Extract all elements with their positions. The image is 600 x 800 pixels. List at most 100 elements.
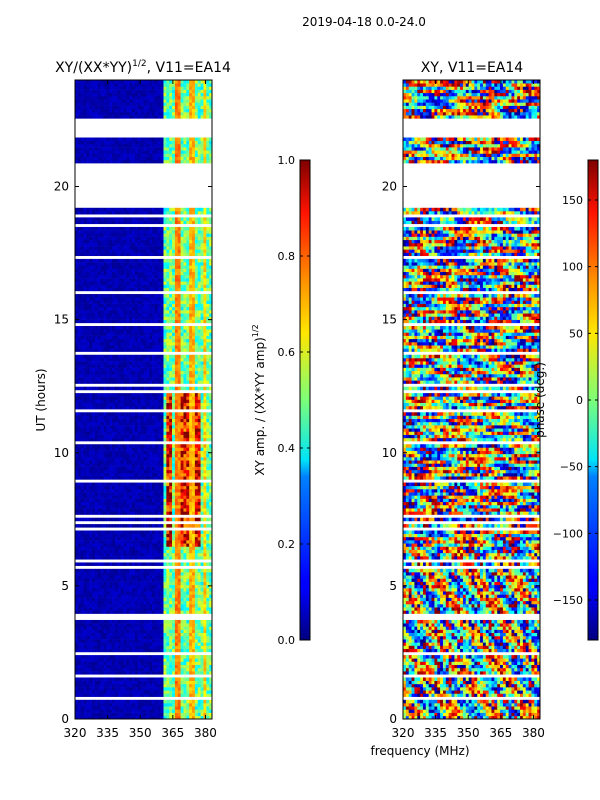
amplitude-cell [183,412,187,416]
amplitude-cell [132,412,136,416]
amplitude-cell [134,619,139,624]
amplitude-cell [83,591,87,595]
amplitude-cell [183,655,187,659]
figure-suptitle: 2019-04-18 0.0-24.0 [302,15,426,29]
amplitude-cell [129,677,133,681]
amplitude-cell [146,699,150,704]
amplitude-cell [132,380,136,384]
amplitude-cell [80,572,84,576]
amplitude-cell [160,648,164,653]
amplitude-cell [140,715,144,719]
amplitude-cell [97,524,102,528]
amplitude-cell [177,495,181,499]
amplitude-cell [157,693,162,697]
amplitude-cell [117,530,122,534]
amplitude-cell [126,428,130,432]
amplitude-cell [180,546,184,550]
amplitude-cell [189,472,193,477]
amplitude-cell [163,556,167,560]
amplitude-cell [94,603,99,608]
amplitude-cell [189,345,193,349]
amplitude-cell [129,706,133,710]
amplitude-cell [117,683,122,688]
amplitude-cell [94,556,99,560]
amplitude-cell [166,607,170,611]
amplitude-cell [80,706,84,710]
amplitude-cell [186,370,190,375]
amplitude-cell [112,597,116,602]
amplitude-cell [80,457,84,461]
amplitude-cell [149,345,153,349]
amplitude-cell [132,460,136,464]
amplitude-cell [146,361,150,365]
amplitude-cell [157,607,162,611]
amplitude-cell [109,683,113,688]
amplitude-cell [189,341,193,346]
amplitude-cell [100,511,104,515]
amplitude-cell [166,380,170,384]
amplitude-cell [89,632,93,637]
amplitude-cell [77,367,82,372]
amplitude-cell [112,341,116,346]
amplitude-cell [92,648,96,653]
amplitude-cell [126,386,130,391]
amplitude-cell [157,393,162,397]
amplitude-cell [109,361,113,365]
amplitude-cell [192,594,196,598]
amplitude-cell [200,517,204,522]
amplitude-cell [169,405,173,410]
amplitude-cell [166,434,170,439]
amplitude-cell [192,578,196,582]
amplitude-cell [132,396,136,400]
amplitude-cell [154,549,159,554]
amplitude-cell [103,543,107,547]
amplitude-cell [103,476,107,480]
amplitude-cell [140,671,144,675]
amplitude-cell [163,619,167,624]
amplitude-cell [154,418,159,423]
amplitude-cell [137,706,142,710]
amplitude-cell [163,485,167,490]
amplitude-cell [180,485,184,490]
amplitude-cell [143,463,147,467]
amplitude-cell [83,556,87,560]
amplitude-cell [183,664,187,669]
amplitude-cell [120,626,124,630]
amplitude-cell [203,402,207,407]
amplitude-cell [172,597,176,602]
amplitude-cell [160,472,164,477]
amplitude-cell [137,581,142,586]
amplitude-cell [177,373,181,378]
amplitude-cell [163,712,167,717]
amplitude-cell [114,658,119,662]
amplitude-cell [126,453,130,458]
amplitude-cell [206,444,210,448]
amplitude-cell [132,536,136,541]
amplitude-cell [134,399,139,403]
amplitude-cell [146,556,150,560]
amplitude-cell [132,677,136,681]
amplitude-cell [83,632,87,637]
amplitude-cell [194,703,199,707]
amplitude-cell [197,709,201,713]
amplitude-cell [146,584,150,589]
amplitude-cell [117,655,122,659]
amplitude-cell [94,504,99,509]
amplitude-cell [183,552,187,557]
amplitude-cell [209,469,212,474]
amplitude-cell [137,495,142,499]
amplitude-cell [177,444,181,448]
amplitude-cell [149,687,153,691]
amplitude-cell [123,501,127,506]
amplitude-cell [174,453,179,458]
amplitude-cell [177,469,181,474]
amplitude-cell [83,511,87,515]
amplitude-cell [149,549,153,554]
amplitude-cell [132,463,136,467]
amplitude-cell [92,370,96,375]
amplitude-cell [80,508,84,512]
amplitude-cell [166,568,170,573]
amplitude-cell [137,546,142,550]
amplitude-cell [100,501,104,506]
amplitude-cell [89,703,93,707]
